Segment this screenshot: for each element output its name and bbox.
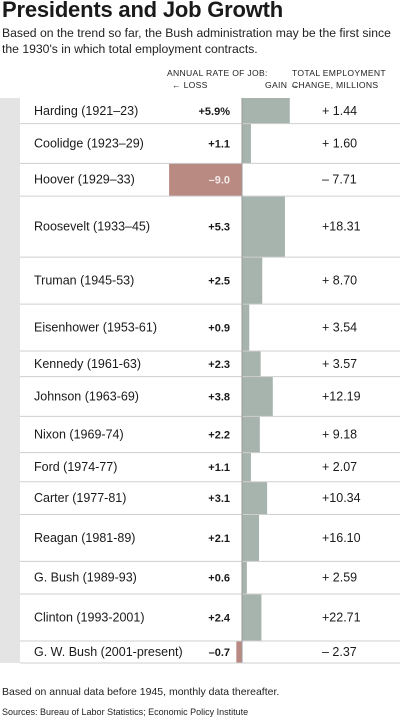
rate-column-header: ANNUAL RATE OF JOB:: [167, 68, 268, 78]
sources-note: Sources: Bureau of Labor Statistics; Eco…: [2, 707, 249, 717]
rate-label: +1.1: [208, 462, 230, 474]
rate-bar: [242, 452, 251, 482]
rate-bar: [236, 640, 242, 663]
president-label: Eisenhower (1953-61): [34, 321, 157, 335]
total-change-label: + 9.18: [322, 427, 357, 441]
rate-bar: [169, 163, 242, 197]
president-label: Roosevelt (1933–45): [34, 220, 150, 234]
total-column-header-line1: TOTAL EMPLOYMENT: [292, 68, 386, 78]
rate-label: +0.9: [208, 323, 230, 335]
total-change-label: +10.34: [322, 491, 361, 505]
total-change-label: + 3.57: [322, 357, 357, 371]
total-change-label: + 1.60: [322, 136, 357, 150]
rate-label: +2.5: [208, 276, 230, 288]
total-change-label: +18.31: [322, 220, 361, 234]
rate-bar: [242, 196, 285, 258]
rate-label: +2.2: [208, 429, 230, 441]
rate-label: +2.3: [208, 359, 230, 371]
rate-label: +5.9%: [199, 106, 231, 118]
rate-bar: [242, 98, 290, 124]
chart-title: Presidents and Job Growth: [2, 0, 284, 22]
total-change-label: +12.19: [322, 389, 361, 403]
total-column-header-line2: CHANGE, MILLIONS: [292, 80, 379, 90]
rate-bar: [242, 304, 250, 351]
rate-label: –0.7: [209, 647, 230, 659]
rate-bar: [242, 481, 268, 515]
loss-direction-label: ← LOSS: [172, 80, 208, 90]
total-change-label: + 2.59: [322, 571, 357, 585]
gain-direction-label: GAIN →: [265, 80, 299, 90]
total-change-label: – 2.37: [322, 645, 357, 659]
rate-label: +3.1: [208, 493, 230, 505]
rate-bar: [242, 376, 273, 417]
chart-subtitle: Based on the trend so far, the Bush admi…: [2, 26, 391, 56]
president-label: Reagan (1981-89): [34, 531, 135, 545]
rate-label: +3.8: [208, 391, 230, 403]
total-change-label: + 2.07: [322, 460, 357, 474]
president-label: Hoover (1929–33): [34, 173, 135, 187]
rate-bar: [242, 416, 260, 453]
total-change-label: +16.10: [322, 531, 361, 545]
president-label: Ford (1974-77): [34, 460, 117, 474]
rate-bar: [242, 350, 261, 377]
president-label: Harding (1921–23): [34, 104, 138, 118]
president-label: Coolidge (1923–29): [34, 136, 144, 150]
rate-bar: [242, 257, 263, 305]
left-edge-strip: [0, 98, 20, 663]
rate-label: +5.3: [208, 222, 230, 234]
rate-bar: [242, 561, 247, 595]
president-label: Clinton (1993-2001): [34, 611, 145, 625]
rate-label: +2.1: [208, 533, 230, 545]
total-change-label: + 3.54: [322, 321, 357, 335]
rate-label: +1.1: [208, 138, 230, 150]
president-label: Truman (1945-53): [34, 274, 134, 288]
rate-bar: [242, 514, 260, 562]
president-label: Kennedy (1961-63): [34, 357, 141, 371]
total-change-label: + 8.70: [322, 274, 357, 288]
total-change-label: – 7.71: [322, 173, 357, 187]
president-label: Nixon (1969-74): [34, 427, 124, 441]
president-label: Johnson (1963-69): [34, 389, 139, 403]
rate-label: +0.6: [208, 573, 230, 585]
rate-label: –9.0: [209, 175, 230, 187]
total-change-label: + 1.44: [322, 104, 357, 118]
rate-bar: [242, 123, 251, 164]
total-change-label: +22.71: [322, 611, 361, 625]
president-label: G. Bush (1989-93): [34, 571, 137, 585]
footnote: Based on annual data before 1945, monthl…: [2, 686, 280, 698]
rate-bar: [242, 594, 262, 641]
president-label: Carter (1977-81): [34, 491, 126, 505]
president-label: G. W. Bush (2001-present): [34, 645, 183, 659]
rate-label: +2.4: [208, 613, 231, 625]
